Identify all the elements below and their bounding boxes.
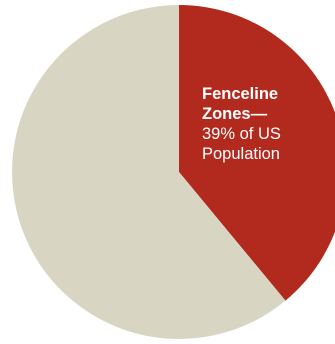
- slice-label-value-line-2: Population: [202, 145, 280, 163]
- slice-label-fenceline-zones: Fenceline Zones— 39% of US Population: [202, 84, 332, 164]
- pie-slice-remainder: [12, 5, 286, 339]
- pie-slices: [12, 5, 335, 339]
- slice-label-value-line-1: 39% of US: [202, 125, 281, 143]
- slice-label-name-line-2: Zones—: [202, 105, 268, 123]
- pie-slice-fenceline-zones: [179, 5, 335, 301]
- slice-label-name-line-1: Fenceline: [202, 85, 279, 103]
